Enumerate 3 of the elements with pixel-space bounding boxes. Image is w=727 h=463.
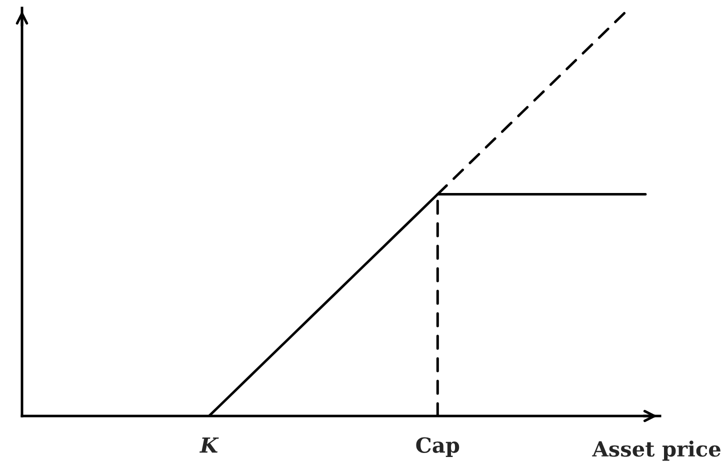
- x-axis-title: Asset price: [592, 440, 720, 461]
- x-tick-label: Cap: [416, 437, 460, 457]
- x-tick-label: K: [199, 437, 219, 453]
